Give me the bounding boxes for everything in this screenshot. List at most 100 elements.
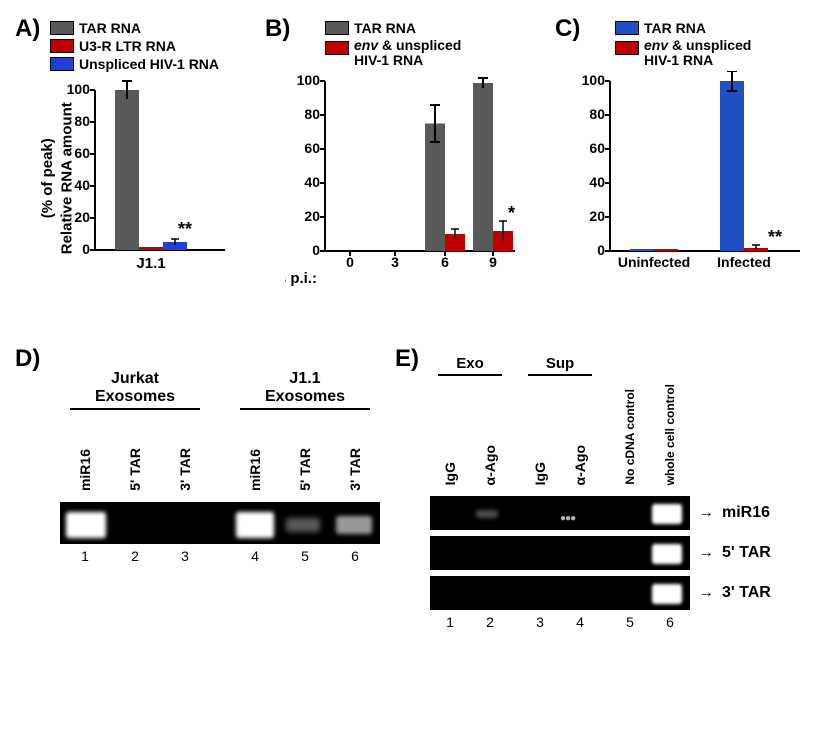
lanenum-d-5: 5 [280,548,330,564]
lane-d-4: miR16 [247,449,263,491]
panel-e: E) Exo Sup IgG α-Ago IgG α-Ago No cDNA c… [400,350,820,670]
svg-text:100: 100 [297,72,321,88]
legend-a-3: Unspliced HIV-1 RNA [50,56,250,72]
svg-text:40: 40 [589,174,605,190]
legend-b-2: env & unsplicedHIV-1 RNA [325,38,540,69]
legend-label: Unspliced HIV-1 RNA [79,56,219,72]
legend-swatch-env-c [615,41,639,55]
legend-c-2: env & unsplicedHIV-1 RNA [615,38,820,69]
lane-e-6: whole cell control [663,384,677,485]
lanenum-d-6: 6 [330,548,380,564]
rowlabel-mir16: miR16 [722,504,770,522]
gel-e-row2: → 5' TAR [430,536,820,570]
panel-b-label: B) [265,15,290,43]
gel-d [60,502,380,544]
legend-label: TAR RNA [79,20,141,36]
panel-a-label: A) [15,15,40,43]
panel-d: D) Jurkat Exosomes J1.1 Exosomes miR16 [20,350,380,670]
lane-e-1: IgG [442,462,458,485]
svg-text:J1.1: J1.1 [136,255,165,272]
svg-text:0: 0 [597,242,605,258]
panel-c-label: C) [555,15,580,43]
svg-text:80: 80 [74,113,90,129]
svg-text:3: 3 [391,254,399,270]
legend-swatch-u3r [50,39,74,53]
lane-e-3: IgG [532,462,548,485]
panel-b: B) TAR RNA env & unsplicedHIV-1 RNA 0 20… [270,20,540,320]
svg-text:*: * [508,203,515,223]
lane-d-6: 3' TAR [347,448,363,491]
lanenum-d-1: 1 [60,548,110,564]
lanenum-d-2: 2 [110,548,160,564]
legend-a-2: U3-R LTR RNA [50,38,250,54]
legend-env-text-c: env & unsplicedHIV-1 RNA [644,38,751,69]
header-exo2: Exosomes [230,388,380,406]
lane-e-4: α-Ago [572,445,588,485]
legend-env-text: env & unsplicedHIV-1 RNA [354,38,461,69]
legend-label: TAR RNA [644,20,706,36]
header-exo1: Exosomes [60,388,210,406]
legend-swatch-tar-b [325,21,349,35]
gel-e-row1: ●●● ●● → miR16 [430,496,820,530]
svg-text:60: 60 [74,145,90,161]
lanenum-e-1: 1 [430,614,470,630]
legend-swatch-unspliced [50,57,74,71]
rowlabel-3tar: 3' TAR [722,584,771,602]
panel-a: A) TAR RNA U3-R LTR RNA Unspliced HIV-1 … [20,20,250,320]
svg-text:60: 60 [304,140,320,156]
header-sup: Sup [520,355,600,372]
panel-c: C) TAR RNA env & unsplicedHIV-1 RNA 0 20… [560,20,820,320]
svg-text:9: 9 [489,254,497,270]
svg-text:Infected: Infected [717,254,771,270]
svg-text:100: 100 [582,72,606,88]
arrow-icon: → [698,584,714,602]
legend-a-1: TAR RNA [50,20,250,36]
lane-d-3: 3' TAR [177,448,193,491]
svg-text:100: 100 [67,81,91,97]
svg-text:0: 0 [82,241,90,257]
rowlabel-5tar: 5' TAR [722,544,771,562]
svg-text:80: 80 [589,106,605,122]
lane-d-1: miR16 [77,449,93,491]
svg-text:Uninfected: Uninfected [618,254,690,270]
lanenum-e-5: 5 [610,614,650,630]
gel-e-row3: → 3' TAR [430,576,820,610]
legend-swatch-env-b [325,41,349,55]
svg-text:Days p.i.:: Days p.i.: [285,270,317,287]
chart-a-svg: 0 20 40 60 80 100 [65,80,235,275]
lane-d-5: 5' TAR [297,448,313,491]
ylabel-a-1: Relative RNA amount [60,102,77,254]
svg-text:**: ** [178,219,192,239]
svg-text:40: 40 [304,174,320,190]
chart-b-svg: 0 20 40 60 80 100 [285,71,535,289]
lanenum-e-6: 6 [650,614,690,630]
lane-e-2: α-Ago [482,445,498,485]
svg-text:20: 20 [74,209,90,225]
svg-text:20: 20 [304,208,320,224]
legend-c-1: TAR RNA [615,20,820,36]
panel-e-label: E) [395,345,419,373]
svg-text:40: 40 [74,177,90,193]
legend-b-1: TAR RNA [325,20,540,36]
svg-text:6: 6 [441,254,449,270]
svg-text:0: 0 [346,254,354,270]
legend-label: U3-R LTR RNA [79,38,176,54]
svg-text:0: 0 [312,242,320,258]
charts-row: A) TAR RNA U3-R LTR RNA Unspliced HIV-1 … [20,20,820,320]
arrow-icon: → [698,504,714,522]
legend-label: TAR RNA [354,20,416,36]
legend-swatch-tar [50,21,74,35]
arrow-icon: → [698,544,714,562]
lanenum-d-4: 4 [230,548,280,564]
lanenum-d-3: 3 [160,548,210,564]
ylabel-a-2: (% of peak) [40,138,57,218]
chart-c-svg: 0 20 40 60 80 100 ** U [570,71,820,289]
lanenum-e-3: 3 [520,614,560,630]
svg-text:60: 60 [589,140,605,156]
svg-text:**: ** [768,227,782,247]
header-jurkat: Jurkat [60,370,210,388]
lane-e-5: No cDNA control [623,389,637,485]
svg-text:80: 80 [304,106,320,122]
header-exo: Exo [430,355,510,372]
lanenum-e-2: 2 [470,614,510,630]
